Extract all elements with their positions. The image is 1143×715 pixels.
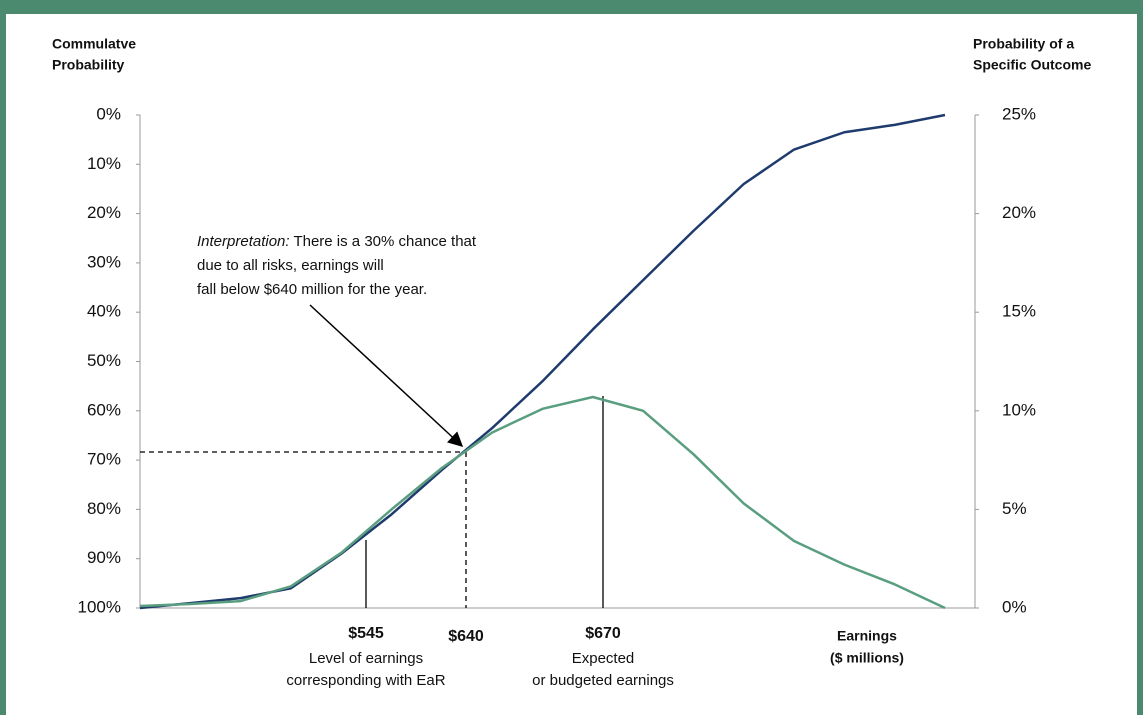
x-axis-title: ($ millions) <box>830 650 904 666</box>
y-tick-label: 100% <box>78 597 121 616</box>
annotation: Interpretation: There is a 30% chance th… <box>197 233 477 250</box>
y2-tick-label: 25% <box>1002 104 1036 123</box>
marker-note: corresponding with EaR <box>286 672 445 689</box>
series-line <box>139 395 946 610</box>
y-axis-title: Commulatve <box>52 36 136 52</box>
marker-note: or budgeted earnings <box>532 672 674 689</box>
arrow <box>309 304 464 448</box>
y2-axis-title: Probability of a <box>973 36 1074 52</box>
annotation: due to all risks, earnings will <box>197 257 384 274</box>
marker-label: $545 <box>348 625 384 642</box>
y-tick-label: 50% <box>87 351 121 370</box>
y-tick-label: 90% <box>87 548 121 567</box>
y2-axis-title: Specific Outcome <box>973 57 1091 73</box>
y2-tick-label: 10% <box>1002 400 1036 419</box>
y-tick-label: 40% <box>87 302 121 321</box>
annotation: fall below $640 million for the year. <box>197 281 427 298</box>
x-axis-title: Earnings <box>837 628 897 644</box>
y-tick-label: 0% <box>96 104 121 123</box>
y-tick-label: 80% <box>87 499 121 518</box>
y-axis-title: Probability <box>52 57 125 73</box>
marker-label: $640 <box>448 628 484 645</box>
panel <box>6 14 1137 715</box>
y-tick-label: 20% <box>87 203 121 222</box>
y2-tick-label: 5% <box>1002 499 1027 518</box>
y-tick-label: 30% <box>87 252 121 271</box>
y2-tick-label: 20% <box>1002 203 1036 222</box>
y-tick-label: 10% <box>87 154 121 173</box>
y2-tick-label: 0% <box>1002 597 1027 616</box>
y2-tick-label: 15% <box>1002 302 1036 321</box>
marker-note: Expected <box>572 650 635 667</box>
annotation-part: There is a 30% chance that <box>290 233 477 250</box>
y-tick-label: 60% <box>87 400 121 419</box>
annotation-part: Interpretation: <box>197 233 290 250</box>
marker-label: $670 <box>585 625 621 642</box>
y-tick-label: 70% <box>87 450 121 469</box>
marker-note: Level of earnings <box>309 650 423 667</box>
